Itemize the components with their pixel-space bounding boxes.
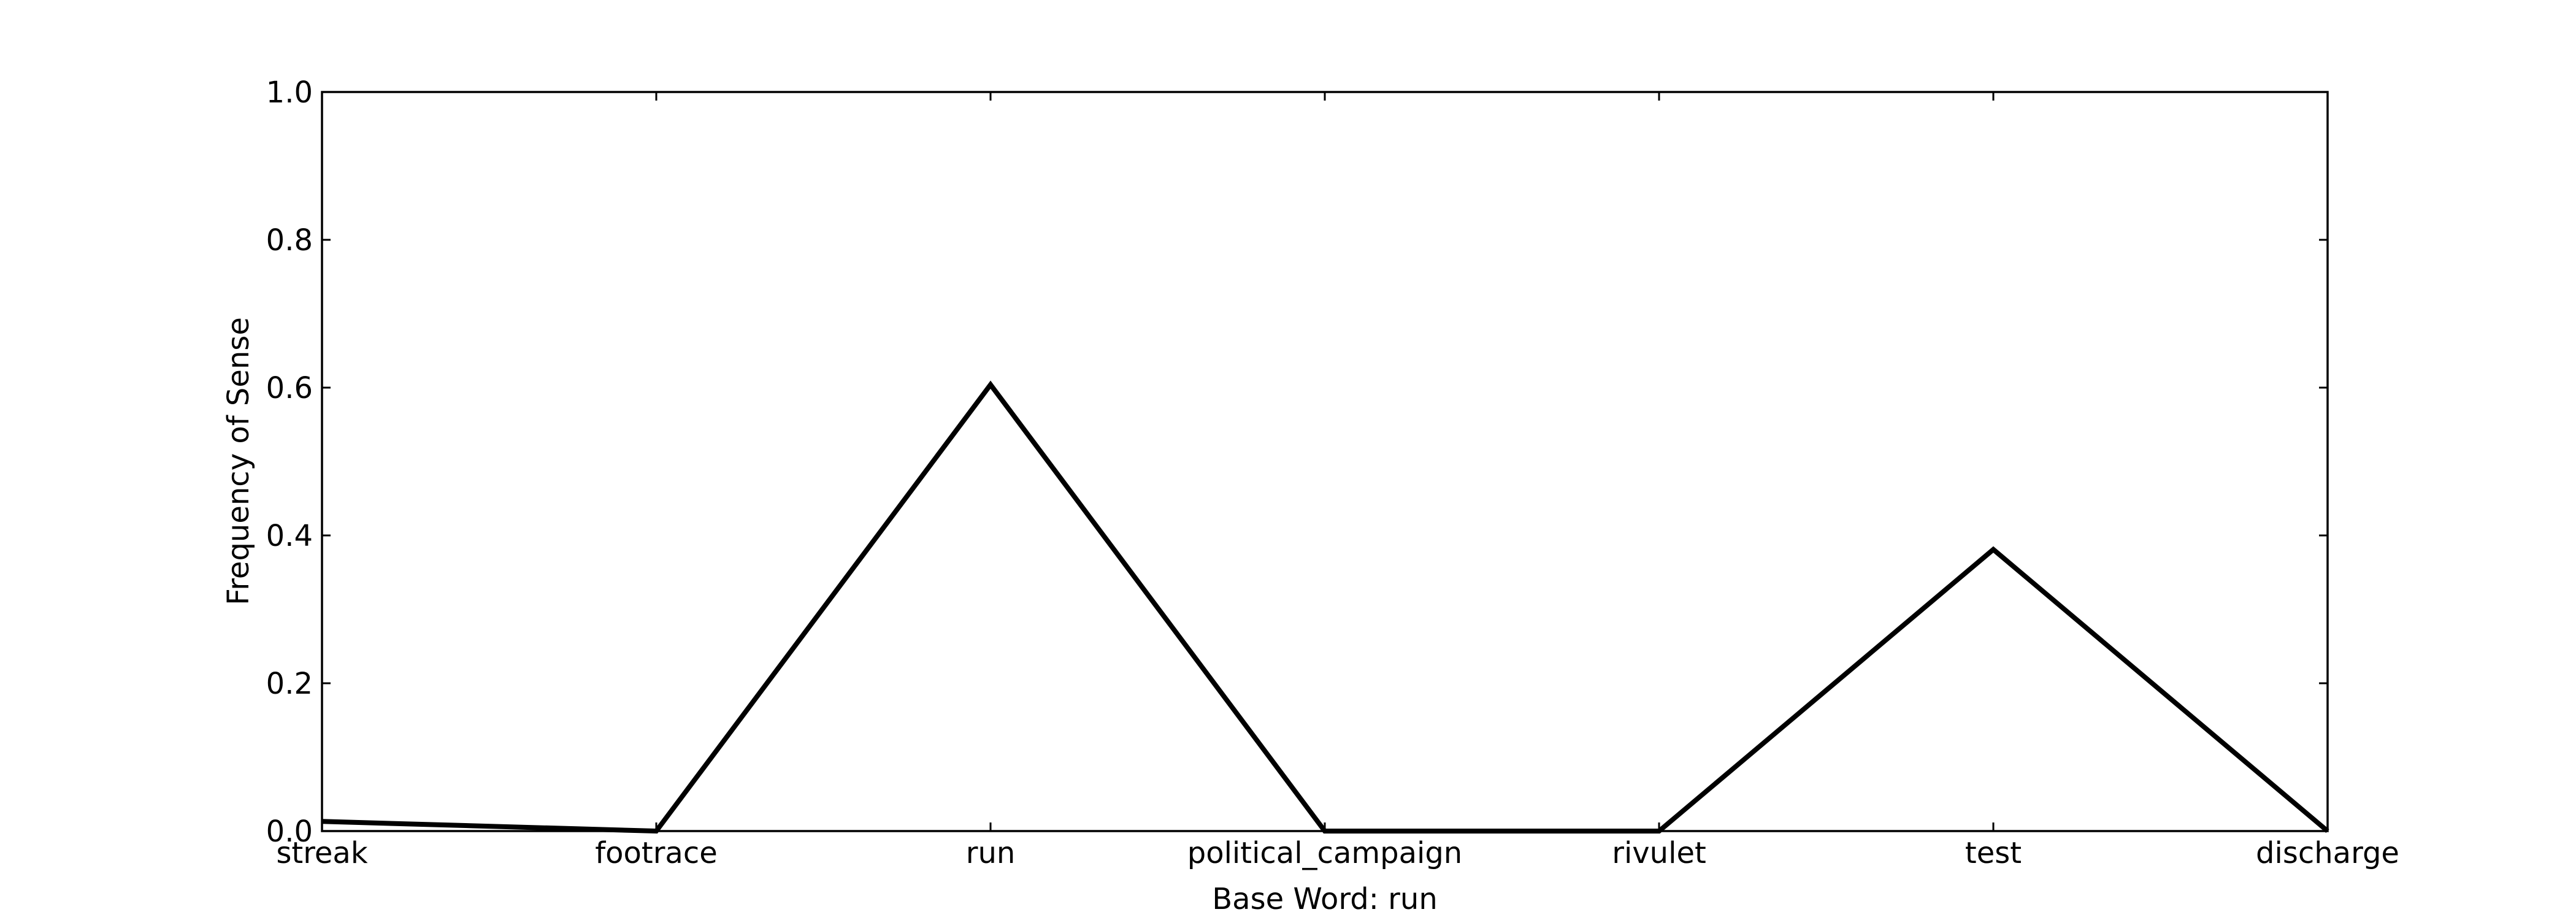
y-tick-label: 0.0	[266, 815, 313, 849]
y-tick-label: 0.2	[266, 667, 313, 701]
labels-layer: 0.0 0.2 0.4 0.6 0.8 1.0 streak footrace run polit…	[266, 75, 2399, 870]
x-tick-label: test	[1965, 836, 2022, 870]
y-tick-label: 0.8	[266, 223, 313, 258]
y-tick-label: 1.0	[266, 75, 313, 110]
y-axis-label: Frequency of Sense	[221, 317, 256, 605]
plot-area	[322, 92, 2328, 831]
x-tick-label: discharge	[2256, 836, 2399, 870]
x-tick-label: rivulet	[1612, 836, 1706, 870]
x-tick-label: streak	[276, 836, 367, 870]
y-tick-label: 0.6	[266, 371, 313, 405]
x-tick-label: political_campaign	[1187, 836, 1462, 870]
data-point	[1991, 547, 1996, 552]
plot-frame	[321, 91, 2329, 832]
data-point	[988, 382, 993, 387]
data-point	[320, 819, 324, 824]
data-point	[654, 829, 659, 834]
data-point	[1657, 829, 1662, 834]
data-point	[2325, 829, 2330, 834]
x-tick-label: run	[966, 836, 1016, 870]
x-tick-label: footrace	[595, 836, 718, 870]
y-tick-label: 0.4	[266, 519, 313, 553]
data-point	[1322, 829, 1327, 834]
x-axis-label: Base Word: run	[1212, 882, 1438, 916]
